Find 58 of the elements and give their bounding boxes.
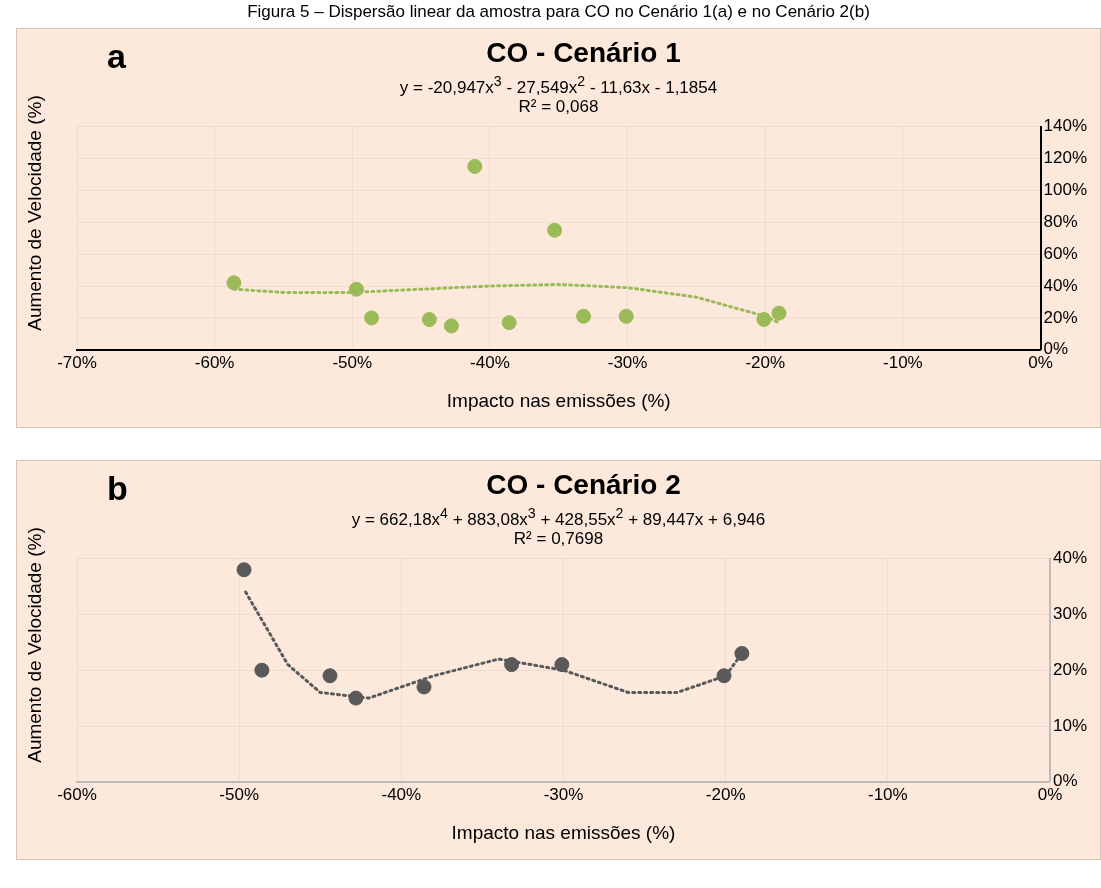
x-tick-label: -60% [57,784,97,804]
y-tick-label: 20% [1052,659,1088,679]
y-tick-label: 40% [1043,275,1078,295]
point [443,318,459,334]
y-axis-title: Aumento de Velocidade (%) [24,527,46,763]
point [467,158,483,174]
y-tick-label: 40% [1052,548,1088,568]
x-tick-label: -20% [745,352,786,372]
text: R² = 0,068 [518,97,599,116]
point [756,312,772,328]
point [501,315,517,331]
y-tick-label: 100% [1043,180,1087,200]
point [576,308,592,324]
point [716,668,732,684]
x-tick-label: -20% [705,784,746,804]
point [421,312,437,328]
text: R² = 0,7698 [513,529,604,548]
x-tick-label: -70% [57,352,97,372]
text: a [107,37,126,76]
point [554,657,570,673]
point [504,657,520,673]
y-tick-label: 30% [1052,604,1088,624]
chart-title: CO - Cenário 2 [486,468,681,500]
point [364,310,380,326]
point [226,275,242,291]
point [322,668,338,684]
y-tick-label: 120% [1043,148,1087,168]
x-tick-label: -10% [883,352,923,372]
x-tick-label: -10% [867,784,908,804]
x-tick-label: -60% [194,352,235,372]
text: b [107,469,128,508]
x-tick-label: -40% [470,352,510,372]
point [734,645,750,661]
x-tick-label: -30% [607,352,648,372]
y-tick-label: 20% [1043,307,1078,327]
x-axis-title: Impacto nas emissões (%) [446,389,671,411]
x-tick-label: -50% [219,784,260,804]
point [547,222,563,238]
y-tick-label: 60% [1043,243,1078,263]
chart-title: CO - Cenário 1 [486,36,681,68]
x-tick-label: -50% [332,352,373,372]
point [618,308,634,324]
point [348,690,364,706]
y-tick-label: 80% [1043,211,1078,231]
point [236,562,252,578]
x-tick-label: -30% [543,784,584,804]
text: y = 662,18x$^{4}$ + 883,08x$^{3}$ + 428,55x$^{2}$ + 89,447x + 6,946 [351,505,766,529]
text: Figura 5 – Dispersão linear da amostra para CO no Cenário 1(a) e no Cenário 2(b) [246,2,871,22]
point [348,281,364,297]
point [771,305,787,321]
text: y = -20,947x$^{3}$ - 27,549x$^{2}$ - 11,63x - 1,1854 [399,73,718,97]
y-tick-label: 10% [1052,715,1088,735]
y-axis-title: Aumento de Velocidade (%) [24,95,46,331]
x-tick-label: -40% [381,784,422,804]
y-tick-label: 140% [1043,116,1087,136]
point [416,679,432,695]
x-axis-title: Impacto nas emissões (%) [451,821,676,843]
point [254,662,270,678]
